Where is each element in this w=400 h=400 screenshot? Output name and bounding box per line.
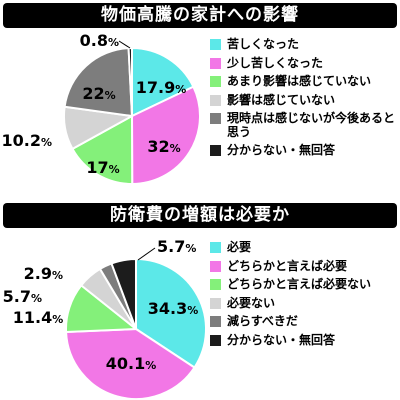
pie-slice (63, 47, 134, 118)
legend-swatch (210, 334, 221, 346)
legend-label: あまり影響は感じていない (227, 74, 372, 88)
chart-household-impact: 物価高騰の家計への影響 17.9% 32% 17% 10.2% 22% 0.8% 苦しくな… (1, 3, 400, 186)
legend-label: 苦しくなった (227, 37, 300, 51)
pie-slice (110, 257, 137, 330)
legend-item: どちらかと言えば必要ない (210, 277, 372, 292)
legend-item: 分からない・無回答 (210, 332, 371, 348)
chart-defense-spending: 防衛費の増額は必要か 34.3% 40.1% 11.4% 5.7% 2.9% 5.7% 必… (0, 203, 400, 400)
legend-label: 影響は感じていない (227, 92, 336, 107)
legend-label: 分からない・無回答 (227, 143, 336, 157)
legend-item: 分からない・無回答 (210, 143, 400, 158)
legend-label: どちらかと言えば必要ない (227, 277, 372, 291)
legend-item: どちらかと言えば必要 (210, 258, 371, 274)
data-label: 40.1% (106, 354, 157, 373)
legend-swatch (210, 316, 221, 327)
legend-swatch (210, 113, 221, 124)
data-label: 32% (147, 137, 180, 156)
data-label: 5.7% (157, 237, 196, 256)
pie-slice (71, 114, 134, 186)
data-label: 5.7% (3, 287, 42, 306)
legend-label: 必要 (227, 240, 252, 254)
legend-swatch (210, 145, 221, 156)
legend-swatch (210, 279, 221, 290)
legend: 苦しくなった少し苦しくなったあまり影響は感じていない 影響は感じていない現時点は感… (210, 37, 400, 163)
legend-item: 減らすべきだ (210, 314, 371, 329)
leader-line (118, 40, 131, 49)
legend-swatch (210, 57, 221, 69)
pie-slice (130, 85, 201, 186)
legend-label: 減らすべきだ (227, 314, 298, 328)
data-label: 11.4% (13, 308, 64, 327)
legend-swatch (210, 76, 221, 87)
data-label: 34.3% (148, 299, 199, 318)
pie-slice (127, 46, 133, 117)
leader-line (137, 247, 156, 261)
pie-chart: 17.9% 32% 17% 10.2% 22% 0.8% (1, 31, 201, 186)
pie-slice (131, 46, 195, 118)
legend-swatch (210, 94, 221, 106)
legend-label: 必要ない (227, 295, 276, 310)
legend-label: 分からない・無回答 (227, 332, 336, 347)
legend-item: 必要 (210, 240, 371, 255)
chart-title: 物価高騰の家計への影響 (3, 3, 397, 28)
legend-item: 影響は感じていない (210, 92, 400, 108)
chart-title: 防衛費の増額は必要か (3, 203, 397, 228)
legend-item: 現時点は感じないが今後あると思う (210, 111, 400, 139)
data-label: 10.2% (1, 131, 52, 150)
legend-item: あまり影響は感じていない (210, 74, 400, 89)
pie-chart: 34.3% 40.1% 11.4% 5.7% 2.9% 5.7% (3, 237, 208, 400)
data-label: 22% (82, 84, 115, 103)
legend-label: どちらかと言えば必要 (227, 258, 348, 273)
pie-slice (65, 327, 196, 400)
data-label: 0.8% (80, 31, 119, 50)
legend-swatch (210, 297, 221, 309)
legend-label: 少し苦しくなった (227, 55, 324, 70)
legend-item: 少し苦しくなった (210, 55, 400, 71)
legend-swatch (210, 260, 221, 272)
legend-label: 現時点は感じないが今後あると思う (227, 111, 396, 139)
data-label: 17% (86, 158, 119, 177)
data-label: 17.9% (136, 78, 187, 97)
legend: 必要どちらかと言えば必要どちらかと言えば必要ない 必要ない減らすべきだ分からない・… (210, 240, 372, 352)
data-label: 2.9% (24, 264, 63, 283)
legend-item: 必要ない (210, 295, 371, 311)
legend-swatch (210, 242, 221, 253)
legend-item: 苦しくなった (210, 37, 400, 52)
legend-swatch (210, 39, 221, 50)
